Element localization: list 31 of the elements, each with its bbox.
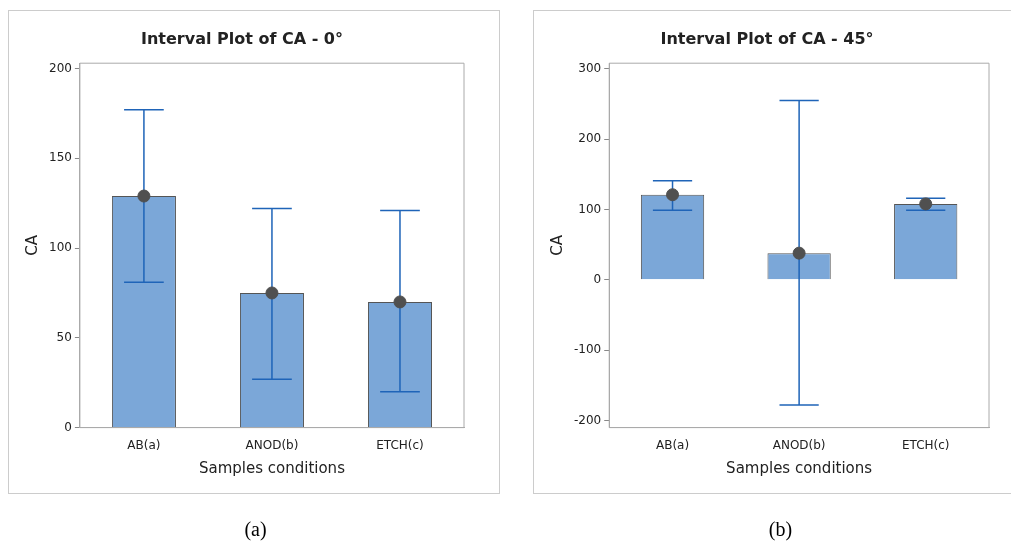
text: (b) [767, 518, 794, 541]
y-axis-title: CA [22, 234, 41, 256]
y-tick-label: -200 [574, 412, 602, 427]
point [666, 188, 680, 202]
text: (a) [243, 518, 268, 541]
y-tick-label: 100 [578, 201, 602, 216]
y-tick-label: 300 [578, 60, 602, 75]
y-axis-title: CA [547, 234, 566, 256]
y-tick-label: 200 [49, 60, 72, 75]
chart-title: Interval Plot of CA - 45° [660, 28, 874, 48]
y-tick-label: 200 [578, 131, 602, 146]
point [919, 197, 933, 211]
x-tick-label: ANOD(b) [772, 437, 826, 452]
x-axis-title: Samples conditions [198, 458, 346, 477]
point [137, 189, 151, 203]
chart-title: Interval Plot of CA - 0° [141, 28, 343, 48]
x-tick-label: ETCH(c) [901, 437, 950, 452]
y-tick-label: 50 [56, 329, 72, 344]
y-tick-label: 0 [593, 272, 602, 286]
y-tick-label: 150 [49, 150, 72, 165]
point [792, 246, 806, 260]
y-tick-label: 0 [64, 419, 72, 434]
point [265, 286, 279, 300]
x-tick-label: AB(a) [127, 437, 161, 452]
x-tick-label: ANOD(b) [245, 437, 299, 452]
y-tick-label: 100 [49, 240, 72, 255]
y-tick-label: -100 [574, 342, 602, 357]
x-tick-label: ETCH(c) [376, 437, 424, 452]
x-tick-label: AB(a) [655, 437, 690, 452]
point [393, 295, 407, 309]
x-axis-title: Samples conditions [726, 458, 873, 477]
